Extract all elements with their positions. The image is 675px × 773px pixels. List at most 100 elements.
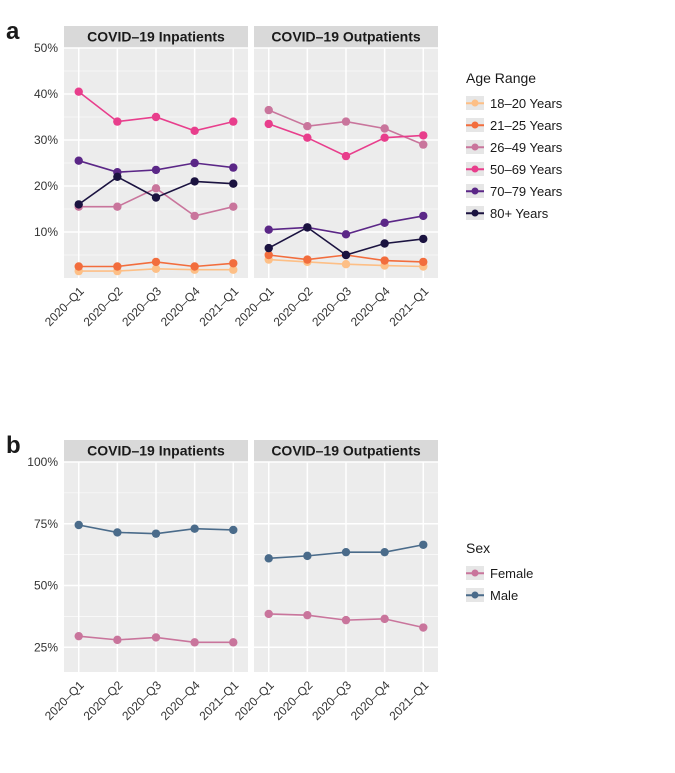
series-marker	[265, 226, 273, 234]
series-marker	[190, 127, 198, 135]
series-marker	[380, 124, 388, 132]
x-tick-label: 2020–Q2	[271, 284, 316, 329]
series-marker	[265, 120, 273, 128]
series-marker	[342, 260, 350, 268]
series-marker	[229, 638, 237, 646]
x-tick-label: 2021–Q1	[387, 284, 432, 329]
series-marker	[419, 235, 427, 243]
plot-canvas: 10%20%30%40%50%COVID–19 Inpatients2020–Q…	[0, 0, 675, 773]
series-marker	[113, 203, 121, 211]
x-tick-label: 2020–Q1	[232, 678, 277, 723]
x-tick-label-group: 2020–Q3	[309, 678, 354, 723]
x-tick-label: 2021–Q1	[387, 678, 432, 723]
series-marker	[419, 140, 427, 148]
y-tick-label: 50%	[34, 579, 58, 593]
x-tick-label-group: 2020–Q2	[81, 284, 126, 329]
series-marker	[190, 262, 198, 270]
y-tick-label: 25%	[34, 640, 58, 654]
series-marker	[303, 122, 311, 130]
x-tick-label-group: 2020–Q4	[158, 678, 203, 723]
series-marker	[229, 117, 237, 125]
x-tick-label-group: 2021–Q1	[387, 284, 432, 329]
series-marker	[303, 255, 311, 263]
series-marker	[152, 166, 160, 174]
x-tick-label: 2020–Q2	[81, 678, 126, 723]
x-tick-label-group: 2020–Q3	[309, 284, 354, 329]
series-marker	[190, 212, 198, 220]
facet-title: COVID–19 Outpatients	[271, 443, 421, 459]
series-marker	[419, 131, 427, 139]
y-tick-label: 50%	[34, 41, 58, 55]
y-tick-label: 30%	[34, 133, 58, 147]
series-marker	[342, 230, 350, 238]
series-marker	[113, 173, 121, 181]
x-tick-label-group: 2021–Q1	[387, 678, 432, 723]
series-marker	[152, 193, 160, 201]
series-marker	[190, 638, 198, 646]
series-marker	[419, 623, 427, 631]
x-tick-label: 2020–Q1	[42, 284, 87, 329]
x-tick-label-group: 2020–Q4	[348, 678, 393, 723]
series-marker	[380, 615, 388, 623]
x-tick-label: 2020–Q4	[348, 678, 393, 723]
series-marker	[380, 548, 388, 556]
x-tick-label-group: 2020–Q1	[42, 284, 87, 329]
series-marker	[152, 633, 160, 641]
series-marker	[380, 256, 388, 264]
y-tick-label: 75%	[34, 517, 58, 531]
series-marker	[380, 239, 388, 247]
series-marker	[152, 258, 160, 266]
y-tick-label: 40%	[34, 87, 58, 101]
figure-root: a b Age Range 18–20 Years21–25 Years26–4…	[0, 0, 675, 773]
series-marker	[152, 113, 160, 121]
series-marker	[75, 88, 83, 96]
x-tick-label-group: 2020–Q2	[81, 678, 126, 723]
x-tick-label: 2020–Q3	[309, 678, 354, 723]
facet-title: COVID–19 Inpatients	[87, 443, 225, 459]
series-marker	[342, 251, 350, 259]
series-marker	[342, 117, 350, 125]
series-marker	[265, 554, 273, 562]
series-marker	[229, 259, 237, 267]
series-marker	[75, 200, 83, 208]
series-marker	[113, 117, 121, 125]
series-marker	[419, 258, 427, 266]
series-marker	[190, 177, 198, 185]
x-tick-label-group: 2020–Q4	[348, 284, 393, 329]
series-marker	[113, 528, 121, 536]
series-marker	[303, 223, 311, 231]
series-marker	[190, 525, 198, 533]
series-marker	[152, 529, 160, 537]
series-marker	[342, 616, 350, 624]
x-tick-label-group: 2020–Q3	[119, 678, 164, 723]
series-marker	[265, 244, 273, 252]
series-marker	[190, 159, 198, 167]
series-marker	[229, 163, 237, 171]
series-marker	[75, 157, 83, 165]
x-tick-label-group: 2020–Q4	[158, 284, 203, 329]
facet-title: COVID–19 Inpatients	[87, 29, 225, 45]
series-marker	[113, 636, 121, 644]
series-marker	[303, 134, 311, 142]
series-marker	[380, 134, 388, 142]
x-tick-label-group: 2020–Q1	[42, 678, 87, 723]
series-marker	[303, 611, 311, 619]
x-tick-label: 2020–Q2	[81, 284, 126, 329]
x-tick-label-group: 2020–Q2	[271, 284, 316, 329]
x-tick-label: 2020–Q4	[158, 284, 203, 329]
x-tick-label: 2020–Q3	[119, 284, 164, 329]
x-tick-label: 2020–Q1	[232, 284, 277, 329]
series-marker	[75, 521, 83, 529]
y-tick-label: 20%	[34, 179, 58, 193]
x-tick-label: 2020–Q2	[271, 678, 316, 723]
x-tick-label-group: 2020–Q2	[271, 678, 316, 723]
series-marker	[75, 262, 83, 270]
series-marker	[113, 262, 121, 270]
y-tick-label: 100%	[27, 455, 58, 469]
facet-title: COVID–19 Outpatients	[271, 29, 421, 45]
series-marker	[229, 526, 237, 534]
series-marker	[265, 106, 273, 114]
x-tick-label: 2020–Q3	[309, 284, 354, 329]
series-marker	[419, 212, 427, 220]
series-marker	[342, 152, 350, 160]
